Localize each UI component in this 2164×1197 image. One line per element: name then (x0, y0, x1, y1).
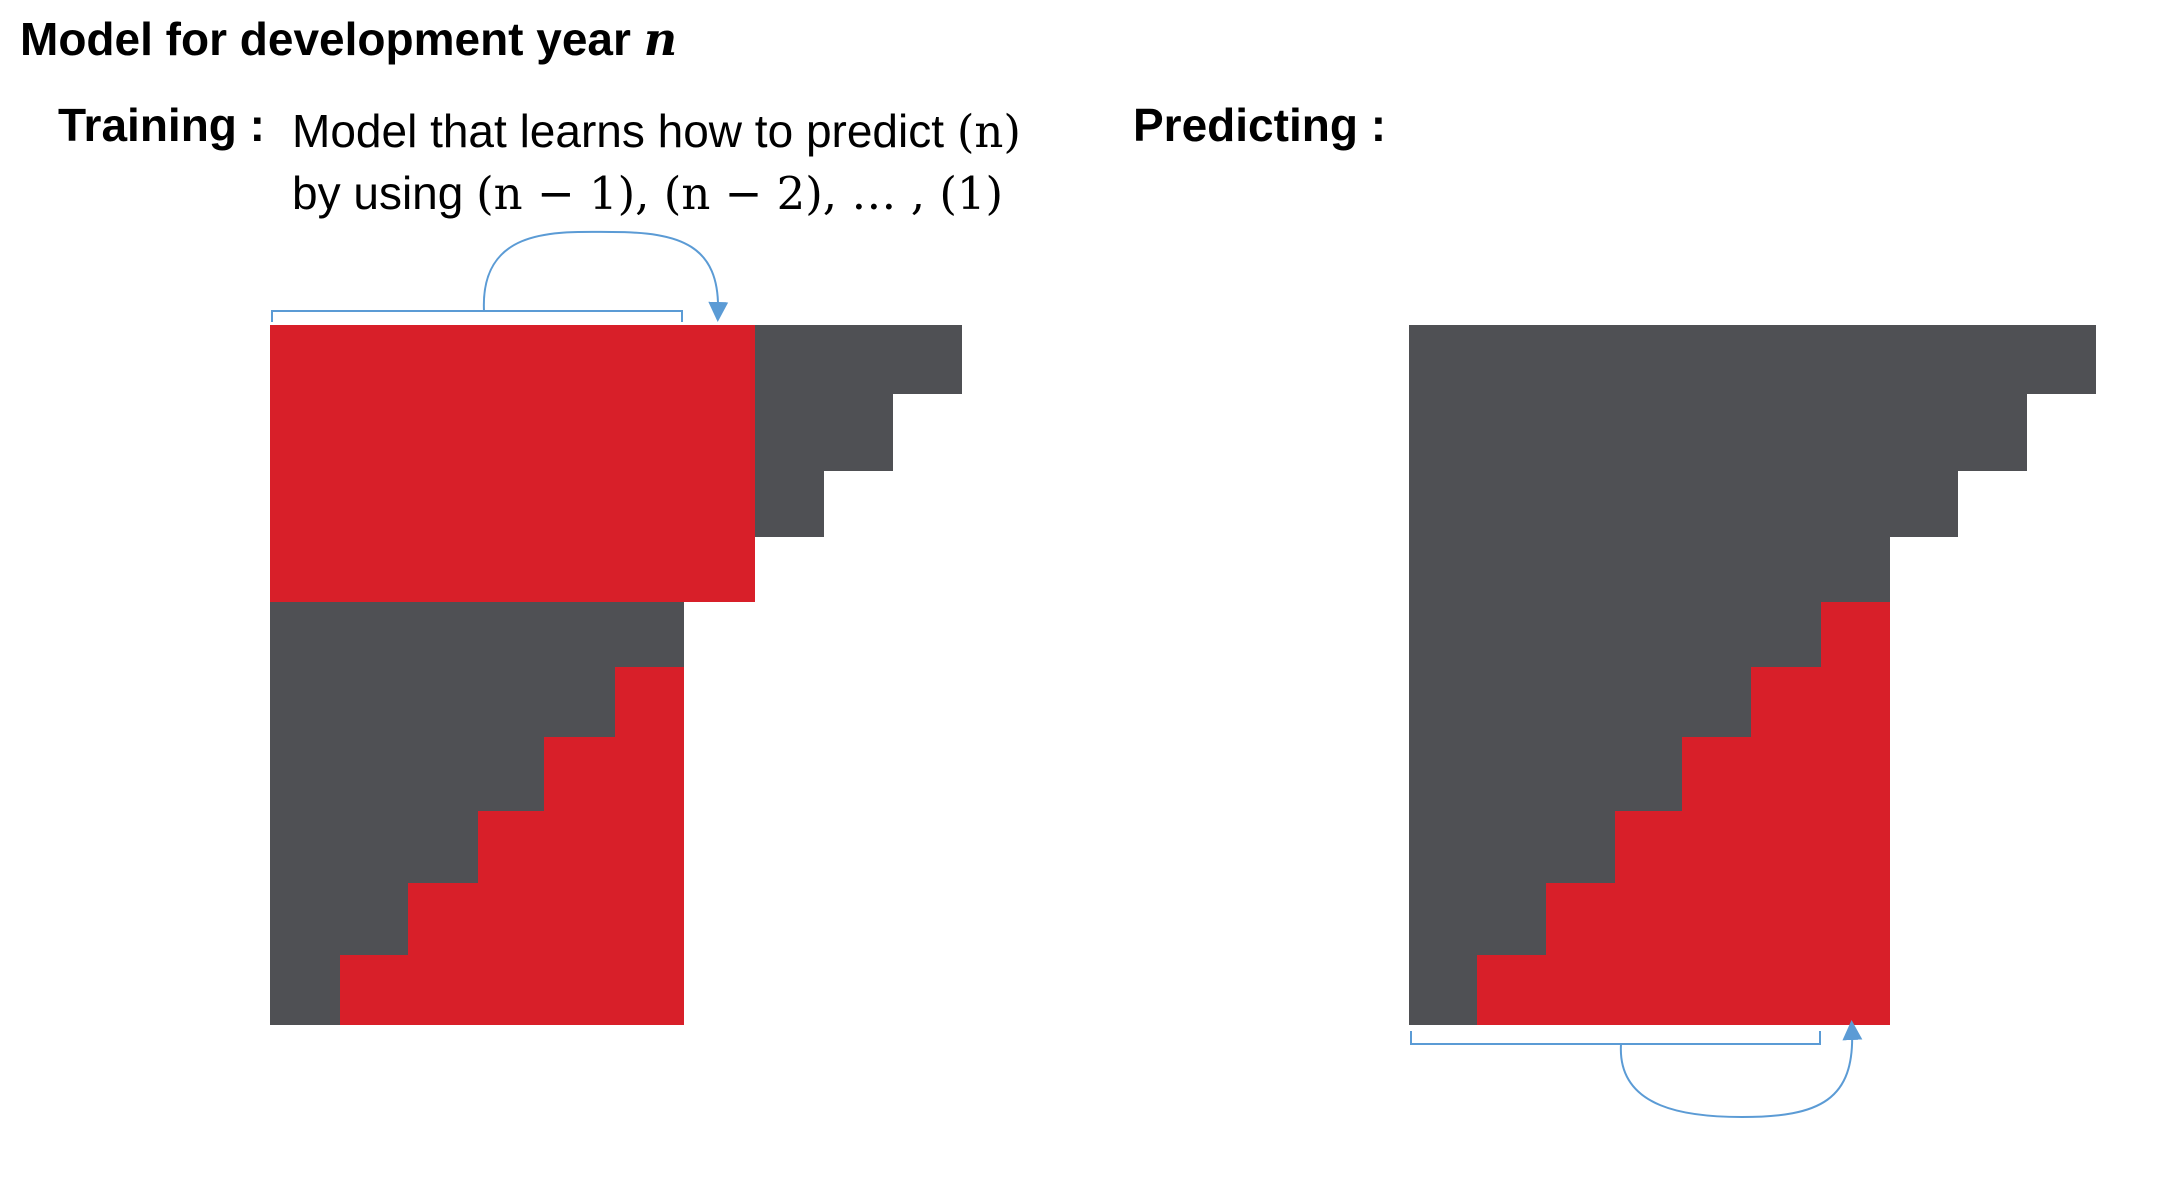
training-description-line2-math: (n − 1), (n − 2), … , (1) (476, 167, 1004, 220)
training-label: Training : (58, 99, 265, 151)
predicting-curved-arrow (1619, 1020, 1863, 1119)
training-red-block (270, 325, 755, 602)
training-description-line1: Model that learns how to predict (n) (292, 104, 1021, 158)
training-dark-stairs (755, 325, 962, 537)
predicting-bracket (1410, 1031, 1821, 1045)
page-title: Model for development year n (20, 12, 677, 66)
title-variable: n (643, 12, 678, 66)
training-description-line1-math: (n) (956, 105, 1021, 158)
predicting-label: Predicting : (1133, 99, 1387, 151)
training-description-line2-text: by using (292, 167, 477, 219)
training-triangle (270, 230, 962, 1025)
training-description-line2: by using (n − 1), (n − 2), … , (1) (292, 166, 1003, 220)
predicting-red-stairs (1477, 602, 1890, 1025)
training-curved-arrow (482, 230, 729, 322)
predicting-triangle (1409, 325, 2096, 1119)
title-text: Model for development year (20, 13, 644, 65)
training-red-stairs (340, 667, 684, 1025)
training-description-line1-text: Model that learns how to predict (292, 105, 957, 157)
training-bracket (271, 310, 683, 322)
